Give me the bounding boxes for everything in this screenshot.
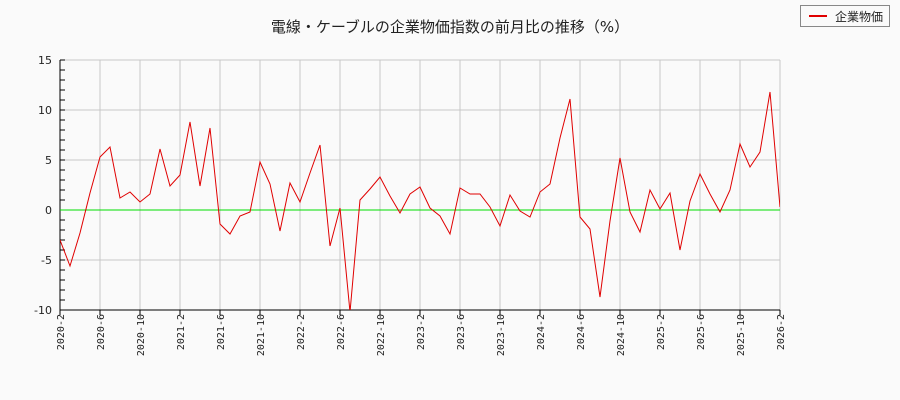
x-tick-label: 2021-2 xyxy=(176,314,187,350)
y-tick-label: -5 xyxy=(41,254,52,267)
x-tick-label: 2023-2 xyxy=(416,314,427,350)
x-tick-label: 2021-10 xyxy=(256,314,267,356)
x-tick-label: 2025-2 xyxy=(656,314,667,350)
y-tick-label: 5 xyxy=(45,154,52,167)
x-tick-label: 2024-6 xyxy=(576,314,587,350)
legend-line-icon xyxy=(809,15,827,17)
x-tick-label: 2023-10 xyxy=(496,314,507,356)
legend-label: 企業物価 xyxy=(835,9,884,24)
x-tick-label: 2024-10 xyxy=(616,314,627,356)
x-tick-label: 2021-6 xyxy=(216,314,227,350)
x-tick-label: 2022-2 xyxy=(296,314,307,350)
chart-title: 電線・ケーブルの企業物価指数の前月比の推移（%） xyxy=(270,18,630,36)
x-tick-label: 2025-6 xyxy=(696,314,707,350)
x-tick-label: 2022-6 xyxy=(336,314,347,350)
plot-area xyxy=(60,91,780,310)
x-tick-label: 2020-2 xyxy=(56,314,67,350)
x-tick-label: 2024-2 xyxy=(536,314,547,350)
grid-lines xyxy=(59,59,781,311)
x-tick-label: 2022-10 xyxy=(376,314,387,356)
y-tick-label: 15 xyxy=(38,54,52,67)
y-tick-label: 10 xyxy=(38,104,52,117)
axes: 15 10 5 0 -5 -10 2020-2 2020-6 2020-10 2021-2 2021… xyxy=(34,54,787,356)
x-tick-label: 2025-10 xyxy=(736,314,747,356)
x-tick-label: 2020-6 xyxy=(96,314,107,350)
y-tick-label: -10 xyxy=(34,304,52,317)
legend: 企業物価 xyxy=(800,5,890,27)
x-tick-label: 2023-6 xyxy=(456,314,467,350)
series-line xyxy=(60,91,780,310)
y-tick-label: 0 xyxy=(45,204,52,217)
x-tick-label: 2020-10 xyxy=(136,314,147,356)
x-tick-label: 2026-2 xyxy=(776,314,787,350)
